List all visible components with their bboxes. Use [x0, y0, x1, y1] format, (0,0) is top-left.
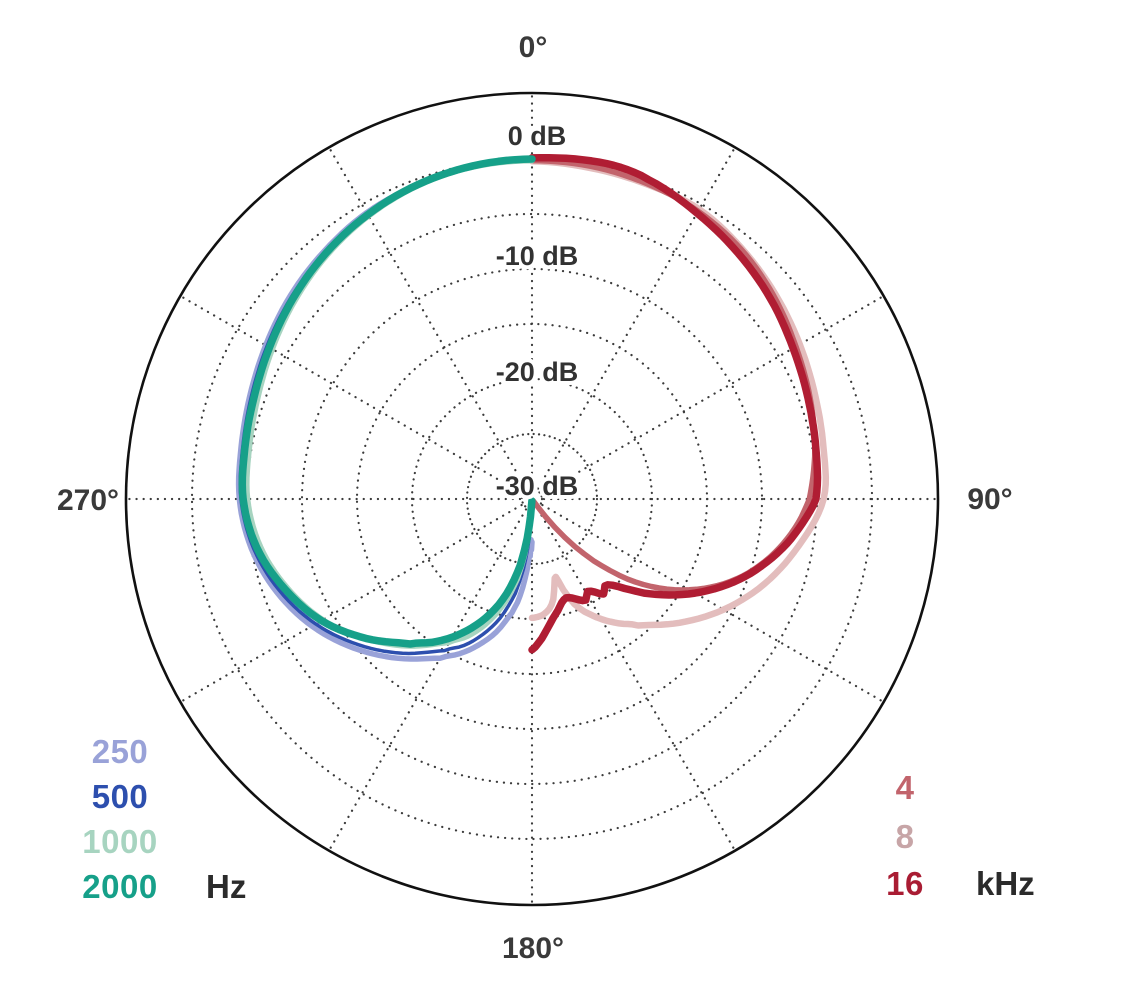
legend-item-250hz: 250 — [45, 730, 195, 774]
grid-spoke-300deg — [179, 294, 523, 495]
angle-tick-label-90: 90° — [967, 483, 1012, 516]
legend-value-2000: 2000 — [82, 868, 158, 905]
grid-ring--25dB — [465, 432, 599, 566]
db-tick-label-0: 0 dB — [508, 121, 567, 151]
legend-unit-hz: Hz — [206, 868, 247, 905]
angle-tick-label-0: 0° — [519, 31, 548, 64]
grid-spoke-120deg — [541, 503, 885, 704]
legend-value-1000: 1000 — [82, 823, 158, 860]
legend-value-4: 4 — [895, 769, 915, 806]
grid-spoke-240deg — [179, 503, 523, 704]
outer-boundary-circle — [124, 91, 940, 907]
db-tick-label--10: -10 dB — [496, 241, 579, 271]
legend-item-16khz: 16 kHz — [845, 862, 1035, 906]
grid-ring--30dB — [520, 487, 544, 511]
grid-ring--10dB — [300, 267, 764, 731]
curve-8khz — [528, 157, 830, 629]
legend-value-8: 8 — [895, 818, 915, 855]
angle-tick-label-270: 270° — [57, 484, 119, 517]
legend-item-4khz: 4 — [845, 766, 965, 810]
grid-ring-0dB — [190, 157, 874, 841]
legend-value-500: 500 — [91, 778, 149, 815]
grid-spoke-210deg — [327, 508, 528, 852]
grid-spoke-30deg — [536, 146, 737, 490]
legend-value-250: 250 — [91, 733, 149, 770]
grid-spoke-330deg — [327, 146, 528, 490]
db-tick-label--30: -30 dB — [496, 471, 579, 501]
curve-16khz — [528, 154, 822, 654]
angle-tick-label-180: 180° — [502, 932, 564, 965]
curve-2000hz — [238, 155, 536, 648]
legend-item-500hz: 500 — [45, 775, 195, 819]
legend-item-1000hz: 1000 — [45, 820, 195, 864]
grid-ring--15dB — [355, 322, 709, 676]
db-tick-label--20: -20 dB — [496, 357, 579, 387]
grid-spoke-60deg — [541, 294, 885, 495]
curve-1000hz — [245, 158, 535, 649]
legend-unit-khz: kHz — [976, 865, 1035, 902]
grid-spoke-150deg — [536, 508, 737, 852]
legend-item-8khz: 8 — [845, 815, 965, 859]
legend-value-16: 16 — [886, 865, 924, 902]
legend-item-2000hz: 2000 Hz — [45, 865, 246, 909]
